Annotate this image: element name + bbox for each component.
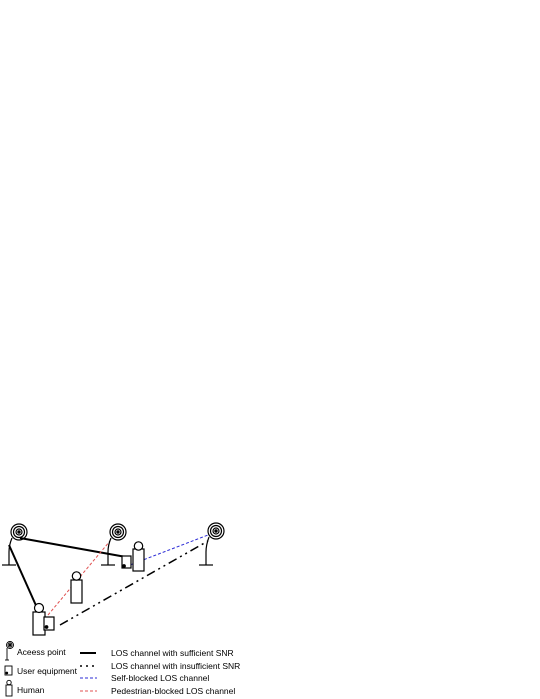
legend-human-label: Human — [17, 685, 45, 695]
legend-pedestrian-blocked-label: Pedestrian-blocked LOS channel — [111, 686, 235, 696]
access-point-icon — [199, 522, 225, 566]
legend-self-blocked-label: Self-blocked LOS channel — [111, 673, 209, 683]
human-icon — [32, 602, 46, 636]
legend: Aceess point User equipment Human LOS ch… — [4, 641, 240, 697]
legend-los-insufficient-label: LOS channel with insufficient SNR — [111, 661, 240, 671]
access-point-icon — [5, 641, 14, 661]
los-sufficient-ap1-user — [8, 544, 39, 611]
user-equipment-icon — [4, 665, 13, 676]
self-blocked-channel — [129, 534, 209, 566]
los-insufficient-channel — [59, 540, 209, 626]
user-equipment-icon — [43, 616, 55, 631]
human-icon — [70, 571, 83, 604]
human-icon — [5, 679, 13, 697]
legend-los-sufficient-label: LOS channel with sufficient SNR — [111, 648, 234, 658]
legend-user-equipment-label: User equipment — [17, 666, 78, 676]
user-equipment-icon — [121, 555, 132, 569]
human-icon — [132, 541, 145, 572]
legend-access-point-label: Aceess point — [17, 647, 66, 657]
access-point-icon — [101, 523, 127, 566]
access-point-icon — [2, 523, 28, 566]
pedestrian-blocked-channel — [47, 540, 111, 616]
